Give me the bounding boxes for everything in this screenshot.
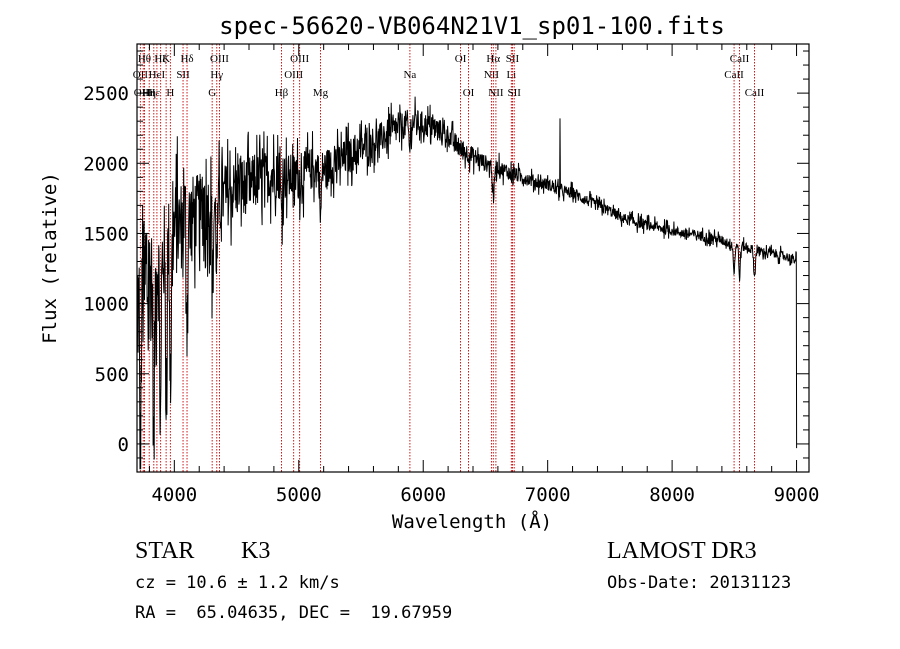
line-marker-label: SII [507,87,521,99]
redshift-text: cz = 10.6 ± 1.2 km/s [135,573,340,593]
y-tick-label: 1000 [83,294,129,316]
line-marker-label: CaII [730,53,750,65]
line-marker-label: Hγ [210,69,223,81]
plot-frame [136,43,810,473]
line-marker-label: OIII [290,53,309,65]
object-class: STAR [135,538,195,564]
line-marker-label: H [166,87,174,99]
line-marker-label: Hδ [180,53,193,65]
line-marker-label: NII [484,69,500,81]
line-marker-label: K [162,53,170,65]
x-tick-label: 6000 [400,484,446,506]
line-marker-label: Hβ [275,87,289,99]
line-marker-label: Hθ [138,53,151,65]
line-marker-label: Hε [148,87,161,99]
y-tick-label: 2000 [83,153,129,175]
x-tick-label: 9000 [774,484,820,506]
x-tick-label: 5000 [276,484,322,506]
spectrum-line [136,96,798,470]
axis-ticks: 4000 5000 6000 7000 8000 9000 0 500 1000 1500 2000… [83,44,819,506]
chart-title: spec-56620-VB064N21V1_sp01-100.fits [219,12,725,40]
x-tick-label: 4000 [151,484,197,506]
object-subclass: K3 [241,538,271,564]
line-marker-label: Hζ [154,53,167,65]
line-marker-label: Hα [486,53,500,65]
coordinates: RA = 65.04635, DEC = 19.67959 [135,603,453,623]
line-marker-label: Mg [313,87,329,99]
line-marker-group: OIIOIIIHθHηHεHeIHζKHSIIHδGHγOIIIHβOIIIOI… [133,44,765,472]
line-marker-label: OIII [284,69,303,81]
obs-date: Obs-Date: 20131123 [607,573,792,593]
x-axis-label: Wavelength (Å) [392,510,552,533]
y-axis-label: Flux (relative) [39,172,61,344]
line-marker-label: SII [506,53,520,65]
line-marker-label: HeI [149,69,166,81]
x-tick-label: 8000 [649,484,695,506]
line-marker-label: OIII [210,53,229,65]
line-marker-label: OI [455,53,467,65]
x-tick-label: 7000 [525,484,571,506]
y-tick-label: 0 [118,434,129,456]
line-marker-label: SII [176,69,190,81]
y-tick-label: 1500 [83,223,129,245]
y-tick-label: 500 [95,364,129,386]
survey-name: LAMOST DR3 [607,538,757,564]
line-marker-label: G [208,87,216,99]
y-tick-label: 2500 [83,83,129,105]
line-marker-label: CaII [745,87,765,99]
line-marker-label: Hη [142,87,156,99]
line-marker-label: Li [506,69,516,81]
line-marker-label: NII [488,87,504,99]
line-marker-label: OI [463,87,475,99]
line-marker-label: Na [403,69,416,81]
line-marker-label: CaII [724,69,744,81]
